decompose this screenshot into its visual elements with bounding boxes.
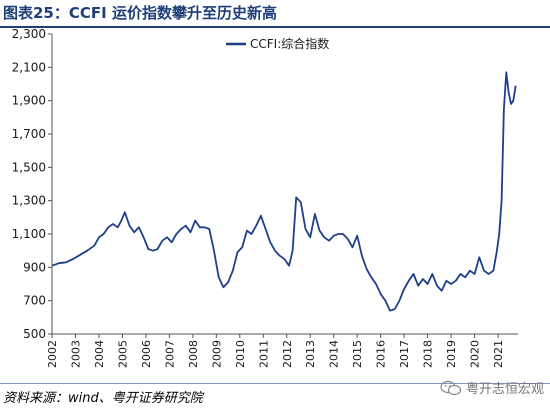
x-tick-label: 2013 (304, 340, 317, 368)
y-tick-label: 1,700 (12, 127, 46, 141)
x-tick-label: 2019 (445, 340, 458, 368)
x-tick-label: 2002 (46, 340, 59, 368)
x-tick-label: 2014 (328, 340, 341, 368)
brand-watermark: 粤开志恒宏观 (440, 378, 544, 397)
x-tick-label: 2021 (492, 340, 505, 368)
x-tick-label: 2018 (422, 340, 435, 368)
brand-name: 粤开志恒宏观 (465, 382, 544, 397)
x-tick-label: 2003 (69, 340, 82, 368)
x-tick-label: 2008 (187, 340, 200, 368)
x-tick-label: 2017 (398, 340, 411, 368)
y-tick-label: 1,500 (12, 160, 46, 174)
x-tick-label: 2020 (469, 340, 482, 368)
x-tick-label: 2006 (140, 340, 153, 368)
x-tick-label: 2015 (351, 340, 364, 368)
y-axis: 500 700 900 1,100 1,300 1,500 1,700 1,900 2,100 2… (12, 27, 53, 341)
y-tick-label: 1,900 (12, 94, 46, 108)
wechat-icon (440, 380, 462, 396)
x-tick-label: 2007 (163, 340, 176, 368)
title-divider (0, 26, 550, 28)
x-axis: 2002 2003 2004 2005 2006 2007 2008 2009 2010 2011… (46, 333, 518, 368)
series-layer (51, 71, 517, 312)
x-tick-label: 2011 (257, 340, 270, 368)
x-tick-label: 2016 (375, 340, 388, 368)
x-tick-label: 2010 (234, 340, 247, 368)
source-note: 资料来源：wind、粤开证券研究院 (3, 391, 203, 406)
series-line (51, 71, 517, 312)
y-tick-label: 500 (23, 327, 46, 341)
y-tick-label: 900 (23, 260, 46, 274)
x-tick-label: 2004 (93, 340, 106, 368)
y-tick-label: 2,300 (12, 27, 46, 41)
y-tick-label: 700 (23, 294, 46, 308)
x-tick-label: 2005 (116, 340, 129, 368)
legend-label: CCFI:综合指数 (250, 36, 329, 51)
x-tick-label: 2009 (210, 340, 223, 368)
legend: CCFI:综合指数 (226, 36, 329, 51)
y-tick-label: 1,300 (12, 194, 46, 208)
footer-divider (0, 383, 550, 384)
x-tick-label: 2012 (281, 340, 294, 368)
y-tick-label: 2,100 (12, 60, 46, 74)
figure-title: 图表25：CCFI 运价指数攀升至历史新高 (3, 4, 277, 22)
y-tick-label: 1,100 (12, 227, 46, 241)
